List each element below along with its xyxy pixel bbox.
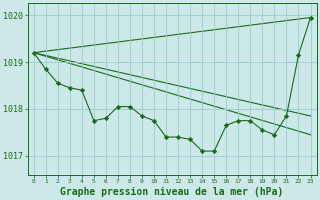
- X-axis label: Graphe pression niveau de la mer (hPa): Graphe pression niveau de la mer (hPa): [60, 186, 284, 197]
